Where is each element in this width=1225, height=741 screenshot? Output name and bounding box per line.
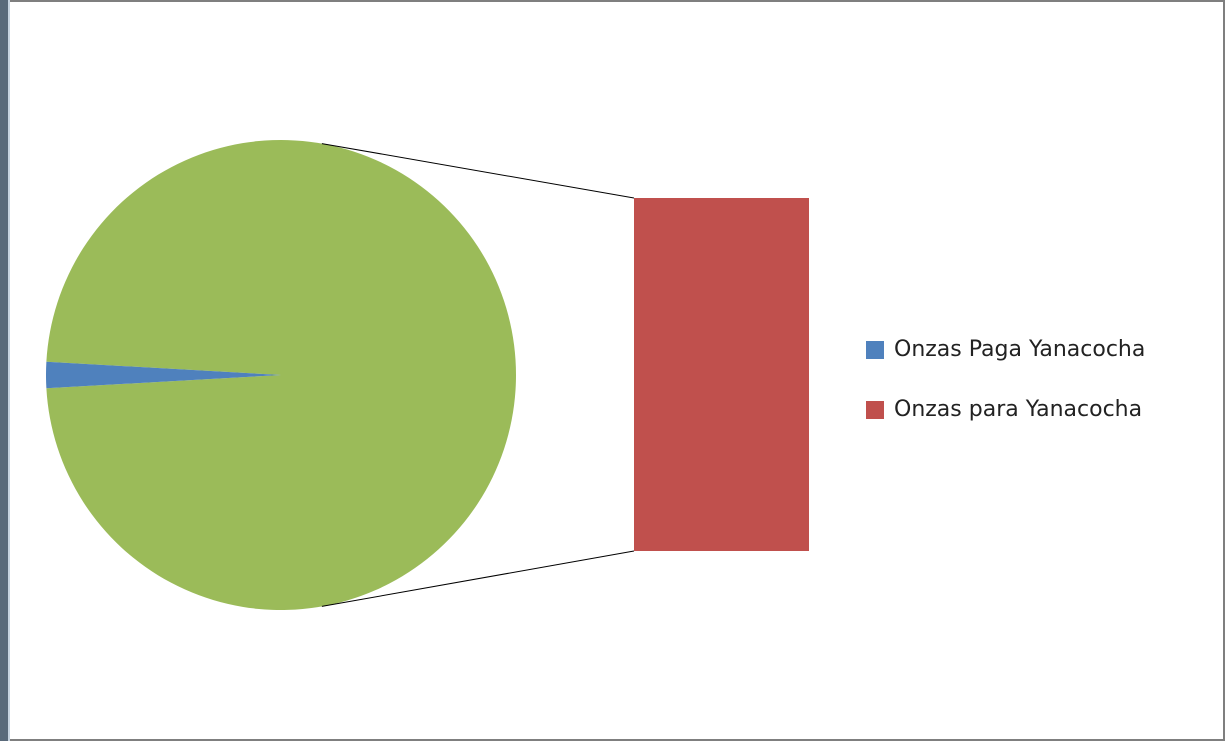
other-slice	[46, 140, 516, 610]
pie-slice	[46, 361, 282, 389]
legend-swatch	[866, 401, 884, 419]
legend-swatch	[866, 341, 884, 359]
bar	[634, 198, 809, 551]
window-edge	[0, 0, 8, 741]
legend-label: Onzas Paga Yanacocha	[894, 337, 1145, 362]
connector-line	[321, 143, 635, 199]
legend-label: Onzas para Yanacocha	[894, 397, 1142, 422]
window-edge-highlight	[8, 0, 10, 741]
connector-line	[321, 550, 635, 607]
